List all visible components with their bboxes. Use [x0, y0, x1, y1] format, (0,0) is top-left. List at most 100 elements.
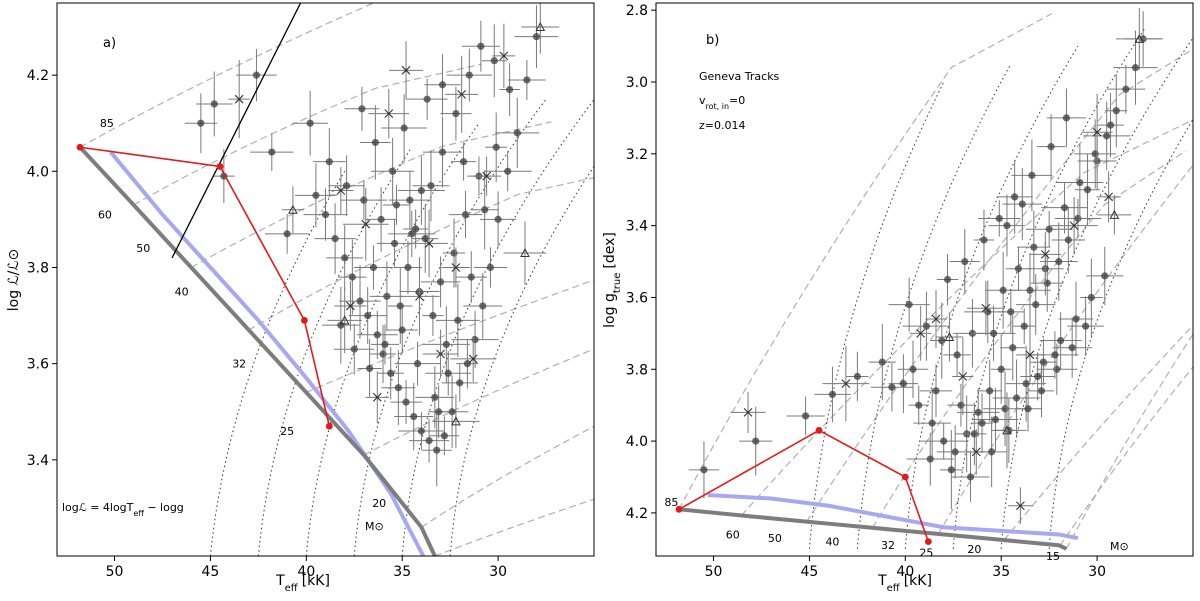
- data-point: [1007, 308, 1015, 316]
- data-point: [1011, 193, 1019, 201]
- data-point: [431, 393, 439, 401]
- red-path-point: [216, 163, 224, 170]
- data-point: [471, 336, 479, 344]
- data-point-x: [468, 354, 478, 364]
- mass-label: 60: [726, 528, 740, 541]
- x-tick-label: 45: [801, 564, 819, 580]
- data-point-x: [234, 94, 244, 104]
- panel-a: 50 45 40 35 30 3.4 3.6 3.8 4.0 4.2 85 60 50 40 32 25 20…: [6, 2, 595, 594]
- data-point: [978, 419, 986, 427]
- x-tick-label: 35: [393, 564, 411, 580]
- data-point: [1043, 279, 1051, 287]
- data-point: [436, 278, 445, 286]
- x-tick-label: 50: [705, 564, 723, 580]
- data-point: [1106, 121, 1115, 129]
- data-point: [1068, 344, 1076, 352]
- y-tick-label: 4.0: [27, 164, 49, 180]
- data-point-x: [916, 328, 926, 338]
- data-point: [371, 138, 379, 147]
- data-point: [450, 249, 458, 257]
- mass-label: 20: [967, 543, 981, 556]
- data-point-triangle: [288, 204, 298, 214]
- data-point: [358, 105, 366, 113]
- data-point: [404, 263, 412, 272]
- data-point: [427, 182, 435, 190]
- evolutionary-track: [421, 425, 594, 528]
- data-point: [396, 302, 404, 310]
- isochrone: [808, 81, 945, 549]
- x-tick-label: 45: [202, 564, 220, 580]
- data-point: [366, 364, 374, 373]
- panel-b-legend-vrot: vrot, in=0: [699, 94, 745, 111]
- y-tick-label: 4.0: [626, 434, 648, 450]
- data-point: [1051, 351, 1059, 359]
- data-point: [1055, 257, 1063, 266]
- evolutionary-track: [79, 3, 375, 148]
- data-point: [513, 129, 521, 137]
- data-point: [523, 76, 531, 84]
- data-point: [454, 316, 462, 324]
- data-point: [1112, 107, 1120, 115]
- data-point: [387, 369, 395, 377]
- data-point-x: [336, 186, 346, 195]
- data-point: [383, 292, 391, 300]
- data-point-x: [451, 263, 461, 272]
- data-point: [435, 408, 443, 416]
- data-point: [943, 275, 952, 284]
- data-point: [448, 408, 456, 416]
- evolutionary-track: [678, 13, 1053, 510]
- data-point: [1053, 365, 1061, 373]
- data-point-x: [346, 301, 355, 311]
- red-path-point: [675, 505, 683, 513]
- data-point: [905, 301, 913, 309]
- data-point-triangle: [451, 416, 461, 426]
- data-point-x: [1016, 501, 1025, 511]
- evolutionary-track: [363, 348, 594, 456]
- data-point: [915, 401, 923, 409]
- panel-b-evolutionary-tracks: [678, 13, 1193, 550]
- data-point: [988, 448, 996, 456]
- data-point: [406, 196, 414, 204]
- data-point: [951, 448, 959, 456]
- data-point: [1014, 265, 1023, 273]
- data-point: [1009, 344, 1017, 352]
- data-point: [1039, 358, 1048, 366]
- data-point: [348, 273, 356, 281]
- panel-a-frame: [56, 2, 595, 557]
- data-point-triangle: [1109, 209, 1120, 219]
- data-point-x: [1040, 249, 1050, 259]
- data-point: [532, 33, 541, 41]
- y-tick-label: 3.2: [626, 147, 648, 163]
- data-point: [494, 215, 502, 223]
- data-point: [252, 71, 261, 79]
- eddington-limit-line: [171, 3, 302, 259]
- panel-a-plot-area: [76, 3, 594, 556]
- data-point: [412, 225, 420, 233]
- red-path-point: [76, 143, 84, 151]
- data-point-x: [841, 379, 851, 389]
- panel-a-formula: logℒ = 4logTeff − logg: [62, 501, 184, 518]
- data-point: [878, 358, 886, 366]
- data-point-x: [372, 392, 382, 402]
- y-tick-label: 3.4: [626, 219, 648, 235]
- data-point-x: [981, 303, 991, 313]
- data-point-x: [931, 314, 941, 324]
- data-point: [828, 390, 837, 399]
- red-path-point: [815, 426, 823, 434]
- data-point: [331, 235, 339, 243]
- y-tick-label: 3.8: [626, 362, 648, 378]
- isochrone: [1000, 36, 1193, 549]
- data-point: [1001, 405, 1009, 413]
- data-point: [1032, 301, 1040, 309]
- data-point: [413, 360, 422, 368]
- evolutionary-track: [1059, 365, 1193, 547]
- data-point: [481, 206, 489, 214]
- data-point: [364, 311, 372, 320]
- data-point: [752, 437, 760, 445]
- mass-label: 50: [136, 242, 150, 255]
- data-point: [463, 360, 472, 368]
- data-point: [438, 81, 447, 89]
- data-point: [1030, 243, 1038, 251]
- panel-a-ticks: 50 45 40 35 30 3.4 3.6 3.8 4.0 4.2: [27, 68, 507, 580]
- isochrone: [305, 122, 480, 556]
